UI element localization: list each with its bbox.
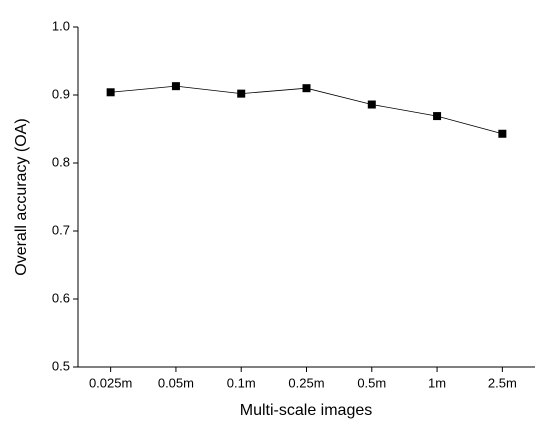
y-axis-title: Overall accuracy (OA) — [13, 118, 30, 275]
x-axis-title: Multi-scale images — [240, 402, 372, 419]
data-line — [110, 85, 503, 135]
x-tick-label: 0.025m — [89, 375, 132, 390]
data-point — [171, 82, 180, 91]
x-tick-label: 1m — [428, 375, 446, 390]
x-tick-label: 0.1m — [227, 375, 256, 390]
y-tick-label: 0.6 — [52, 290, 70, 305]
x-tick-label: 0.05m — [158, 375, 194, 390]
y-tick-label: 0.8 — [52, 154, 70, 169]
y-tick-label: 1.0 — [52, 18, 70, 33]
data-point — [433, 112, 442, 121]
data-point — [367, 100, 376, 109]
data-point — [237, 89, 246, 98]
x-tick-label: 0.5m — [357, 375, 386, 390]
data-point — [106, 88, 115, 97]
y-tick-label: 0.9 — [52, 86, 70, 101]
data-point — [498, 129, 507, 138]
y-tick-label: 0.5 — [52, 358, 70, 373]
data-point — [302, 84, 311, 93]
x-tick-label: 2.5m — [488, 375, 517, 390]
y-tick-label: 0.7 — [52, 222, 70, 237]
x-tick-label: 0.25m — [288, 375, 324, 390]
